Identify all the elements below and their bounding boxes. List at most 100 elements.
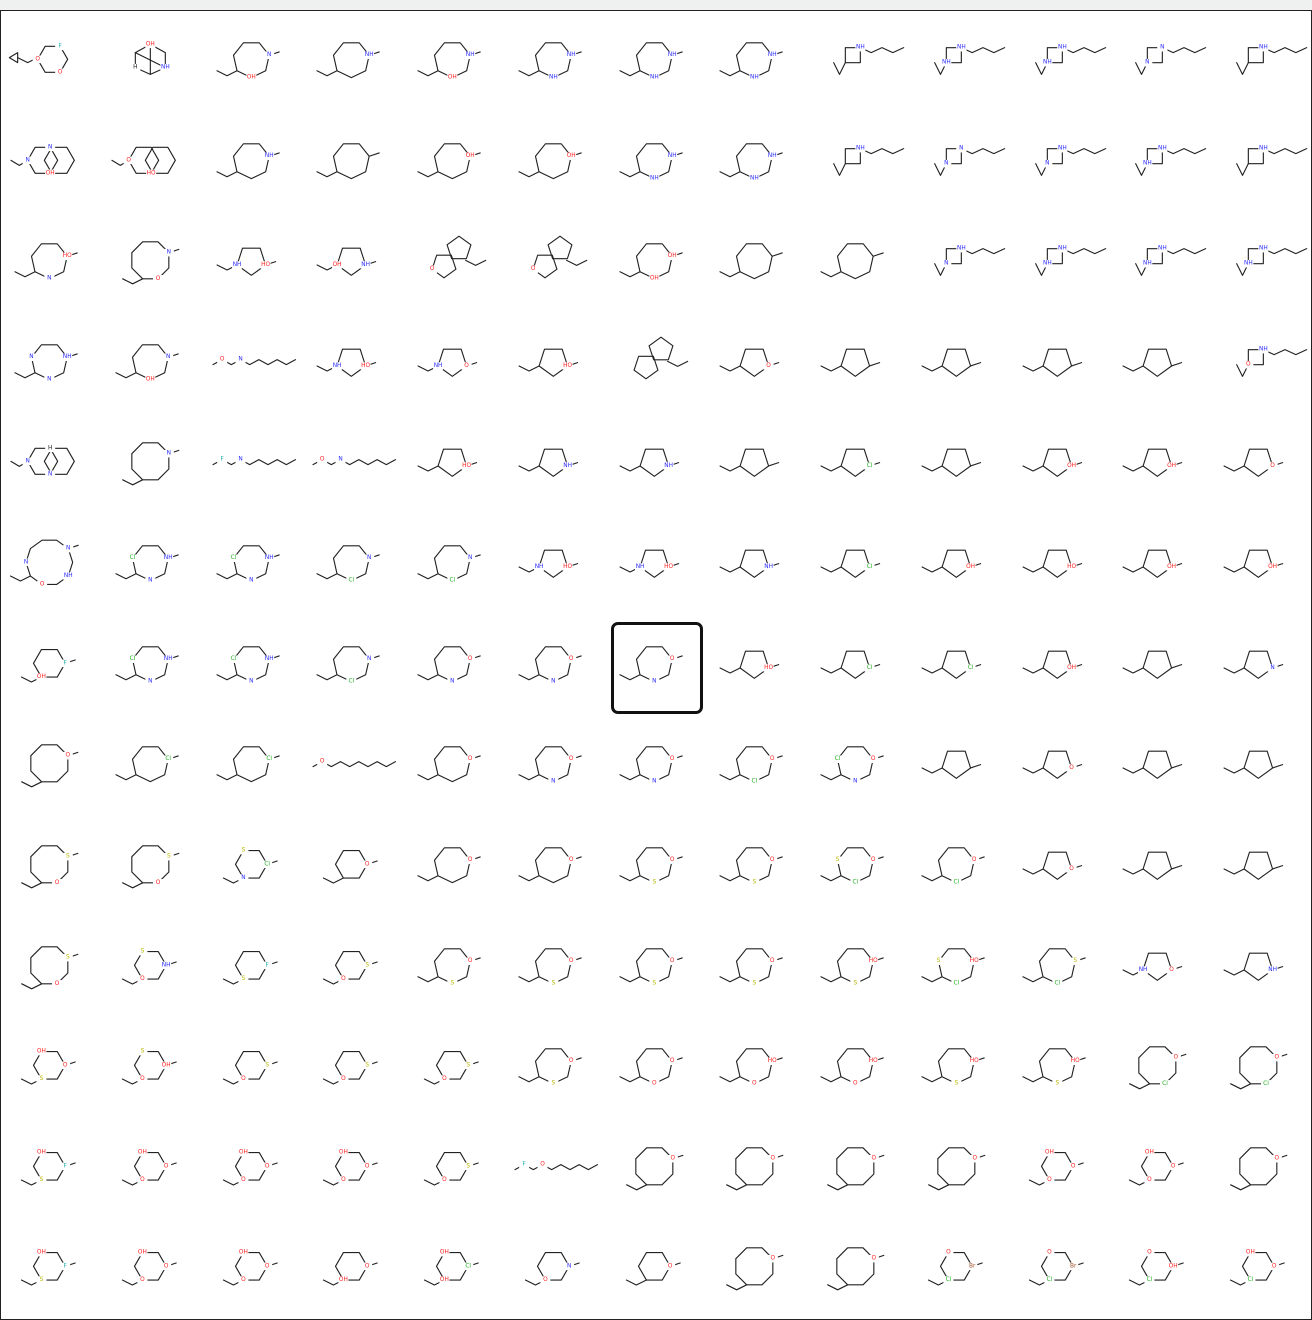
molecule-cell[interactable]: NH N Cl bbox=[102, 514, 202, 614]
molecule-cell[interactable]: N bbox=[1210, 615, 1310, 715]
molecule-cell[interactable]: HO bbox=[706, 615, 806, 715]
molecule-cell[interactable]: HO N bbox=[1, 212, 101, 312]
molecule-cell[interactable]: O Cl bbox=[1109, 1017, 1209, 1117]
molecule-cell[interactable]: O O OH bbox=[303, 1118, 403, 1218]
molecule-cell[interactable]: NH N Cl bbox=[102, 615, 202, 715]
molecule-cell[interactable]: NO bbox=[102, 212, 202, 312]
molecule-cell[interactable]: NH NH bbox=[706, 112, 806, 212]
molecule-cell[interactable] bbox=[706, 413, 806, 513]
molecule-cell[interactable] bbox=[1109, 615, 1209, 715]
molecule-cell[interactable]: OClOOH bbox=[1109, 1218, 1209, 1318]
molecule-cell[interactable]: NH bbox=[505, 413, 605, 513]
molecule-cell[interactable]: O bbox=[807, 1118, 907, 1218]
molecule-cell[interactable]: OS bbox=[404, 917, 504, 1017]
molecule-cell[interactable]: O bbox=[706, 1218, 806, 1318]
molecule-cell[interactable]: OH bbox=[1109, 413, 1209, 513]
molecule-cell[interactable] bbox=[1109, 816, 1209, 916]
molecule-cell[interactable]: NH bbox=[807, 112, 907, 212]
molecule-cell[interactable]: NH NH bbox=[706, 11, 806, 111]
molecule-cell[interactable]: O O OH bbox=[102, 1218, 202, 1318]
molecule-cell[interactable]: HO NH bbox=[505, 514, 605, 614]
molecule-cell[interactable] bbox=[303, 112, 403, 212]
molecule-cell[interactable]: O bbox=[908, 1118, 1008, 1218]
molecule-cell[interactable] bbox=[807, 313, 907, 413]
molecule-cell[interactable]: O OH bbox=[303, 1218, 403, 1318]
molecule-cell[interactable]: O bbox=[606, 1118, 706, 1218]
molecule-cell[interactable]: HO O bbox=[102, 112, 202, 212]
molecule-cell[interactable]: F S OH bbox=[1, 1218, 101, 1318]
molecule-cell[interactable]: Cl bbox=[908, 615, 1008, 715]
molecule-cell[interactable]: OO bbox=[606, 1017, 706, 1117]
molecule-cell[interactable]: O O F bbox=[1, 11, 101, 111]
molecule-cell[interactable]: SO bbox=[1, 816, 101, 916]
molecule-cell[interactable]: N N H bbox=[1, 413, 101, 513]
molecule-cell[interactable]: O bbox=[1210, 413, 1310, 513]
molecule-cell[interactable]: NO bbox=[505, 1218, 605, 1318]
molecule-cell[interactable]: O bbox=[1009, 816, 1109, 916]
molecule-cell[interactable]: ON bbox=[606, 615, 706, 715]
molecule-cell[interactable]: O bbox=[404, 816, 504, 916]
molecule-cell[interactable] bbox=[1109, 313, 1209, 413]
molecule-cell[interactable]: O Cl bbox=[908, 816, 1008, 916]
molecule-cell[interactable]: NH N Cl bbox=[203, 615, 303, 715]
molecule-cell[interactable]: NH bbox=[1210, 11, 1310, 111]
molecule-cell[interactable]: SO bbox=[404, 1118, 504, 1218]
molecule-cell[interactable] bbox=[1109, 715, 1209, 815]
molecule-cell[interactable]: OS bbox=[706, 917, 806, 1017]
molecule-cell[interactable]: ON bbox=[404, 615, 504, 715]
molecule-cell[interactable]: O bbox=[1009, 715, 1109, 815]
molecule-cell[interactable] bbox=[1009, 313, 1109, 413]
molecule-cell[interactable]: O bbox=[807, 1218, 907, 1318]
molecule-cell[interactable] bbox=[706, 212, 806, 312]
molecule-cell[interactable]: HO NH bbox=[303, 313, 403, 413]
molecule-cell[interactable]: O bbox=[505, 816, 605, 916]
molecule-cell[interactable]: HO Cl S bbox=[908, 917, 1008, 1017]
molecule-cell[interactable]: OH bbox=[1009, 615, 1109, 715]
molecule-cell[interactable]: HO O bbox=[706, 1017, 806, 1117]
molecule-cell[interactable]: OH bbox=[404, 112, 504, 212]
molecule-cell[interactable]: HO S bbox=[1009, 1017, 1109, 1117]
molecule-cell[interactable]: SO bbox=[203, 1017, 303, 1117]
molecule-cell[interactable]: Cl bbox=[807, 413, 907, 513]
molecule-cell[interactable]: NOHOHCl bbox=[404, 1218, 504, 1318]
molecule-cell[interactable]: SO bbox=[404, 1017, 504, 1117]
molecule-cell[interactable] bbox=[606, 313, 706, 413]
molecule-cell[interactable]: HO bbox=[404, 413, 504, 513]
molecule-cell[interactable]: Cl bbox=[807, 615, 907, 715]
molecule-cell[interactable]: OS bbox=[505, 917, 605, 1017]
molecule-cell[interactable]: NH bbox=[706, 514, 806, 614]
molecule-cell[interactable] bbox=[908, 413, 1008, 513]
molecule-cell[interactable]: OH OH bbox=[606, 212, 706, 312]
molecule-cell[interactable]: NH O S bbox=[102, 917, 202, 1017]
molecule-cell[interactable] bbox=[807, 212, 907, 312]
molecule-cell[interactable]: NH OH bbox=[404, 11, 504, 111]
molecule-cell[interactable]: OS bbox=[706, 816, 806, 916]
molecule-cell[interactable]: HO NH bbox=[606, 514, 706, 614]
molecule-cell[interactable]: HO O bbox=[807, 1017, 907, 1117]
molecule-cell[interactable]: N Cl bbox=[303, 615, 403, 715]
molecule-cell[interactable]: NH bbox=[807, 11, 907, 111]
molecule-cell[interactable]: OS bbox=[505, 1017, 605, 1117]
molecule-cell[interactable]: NH N Cl bbox=[203, 514, 303, 614]
molecule-cell[interactable]: BrOSOH bbox=[102, 1017, 202, 1117]
molecule-cell[interactable] bbox=[908, 715, 1008, 815]
molecule-cell[interactable]: ON bbox=[606, 715, 706, 815]
molecule-cell[interactable]: O NH bbox=[1109, 917, 1209, 1017]
molecule-cell[interactable]: OH N N bbox=[1, 112, 101, 212]
molecule-cell[interactable]: N bbox=[102, 413, 202, 513]
molecule-cell[interactable]: O O OH bbox=[203, 1218, 303, 1318]
molecule-cell[interactable]: OH bbox=[908, 514, 1008, 614]
molecule-cell[interactable]: O O OH bbox=[102, 1118, 202, 1218]
molecule-cell[interactable]: O O OH bbox=[1009, 1118, 1109, 1218]
molecule-cell[interactable]: O NH bbox=[404, 313, 504, 413]
molecule-cell[interactable]: HO S bbox=[908, 1017, 1008, 1117]
molecule-cell[interactable]: O O OH bbox=[203, 1118, 303, 1218]
molecule-cell[interactable]: OH bbox=[505, 112, 605, 212]
molecule-cell[interactable]: NH N bbox=[1009, 112, 1109, 212]
molecule-cell[interactable]: O bbox=[404, 715, 504, 815]
molecule-cell[interactable]: NH bbox=[303, 11, 403, 111]
